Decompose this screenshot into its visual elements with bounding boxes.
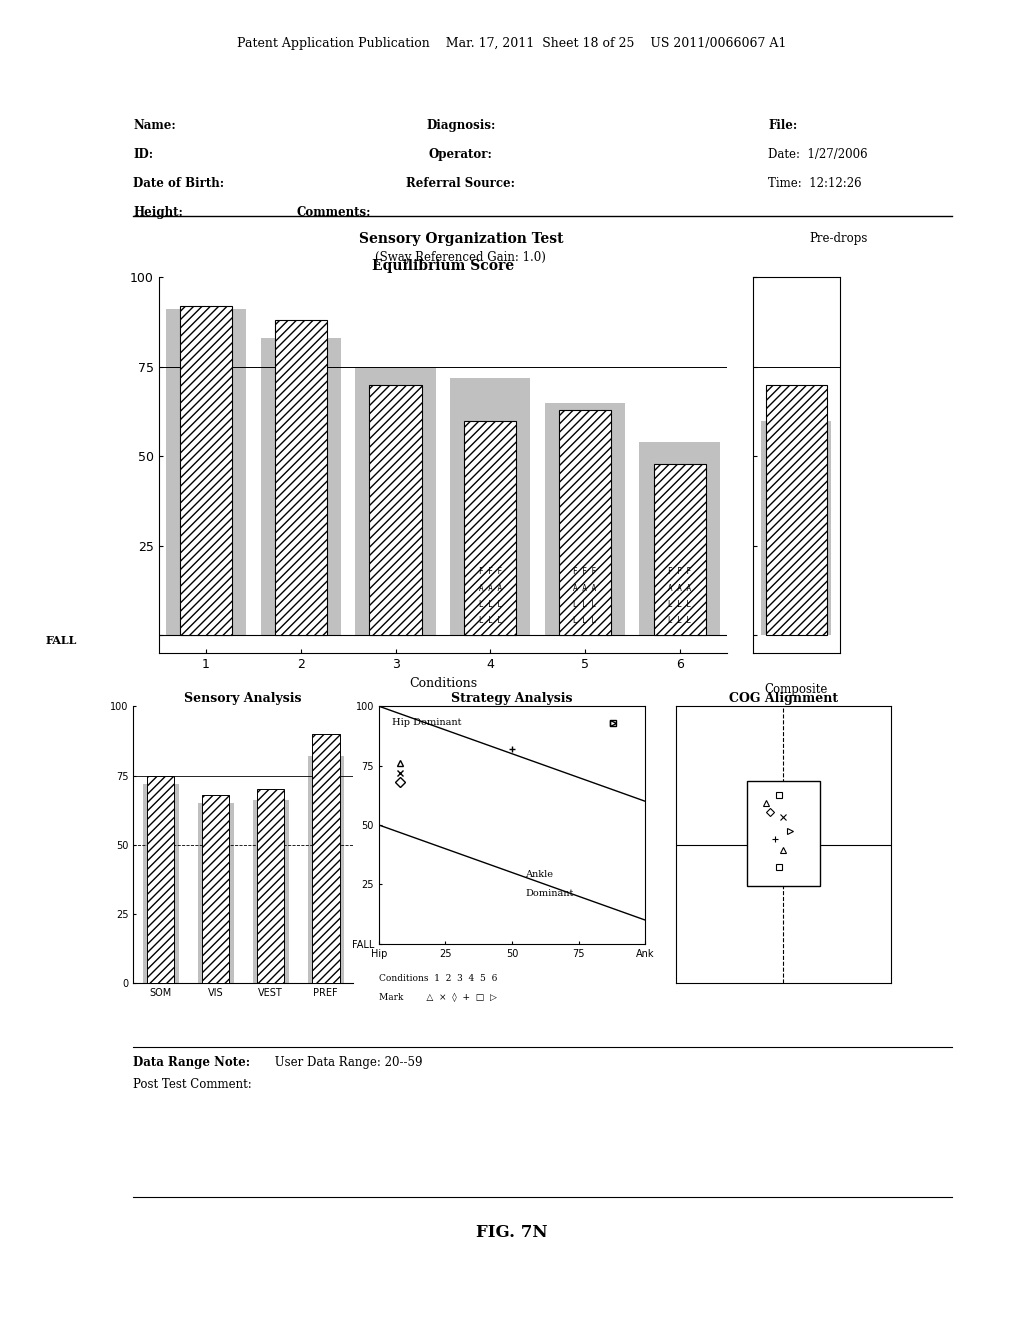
Bar	[450, 378, 530, 635]
Text: Operator:: Operator:	[429, 148, 493, 161]
Bar	[198, 803, 233, 983]
Text: Patent Application Publication    Mar. 17, 2011  Sheet 18 of 25    US 2011/00660: Patent Application Publication Mar. 17, …	[238, 37, 786, 50]
Text: Referral Source:: Referral Source:	[407, 177, 515, 190]
Text: F F F: F F F	[668, 568, 691, 577]
Text: L L L: L L L	[478, 615, 502, 624]
Bar	[355, 367, 436, 635]
Text: 29: 29	[786, 714, 806, 727]
Text: Sensory Organization Test: Sensory Organization Test	[358, 232, 563, 247]
Text: L L L: L L L	[478, 599, 502, 609]
Bar	[257, 789, 285, 983]
Text: Hip Dominant: Hip Dominant	[392, 718, 462, 727]
Text: Name:: Name:	[133, 119, 176, 132]
Title: Strategy Analysis: Strategy Analysis	[452, 692, 572, 705]
Bar	[766, 384, 826, 635]
Text: Comments:: Comments:	[297, 206, 372, 219]
Text: Composite: Composite	[765, 684, 827, 697]
Text: Time:  12:12:26: Time: 12:12:26	[768, 177, 861, 190]
Text: (Sway Referenced Gain: 1.0): (Sway Referenced Gain: 1.0)	[376, 251, 546, 264]
Bar	[274, 321, 327, 635]
Text: Data Range Note:: Data Range Note:	[133, 1056, 254, 1069]
Bar	[180, 306, 232, 635]
Text: Height:: Height:	[133, 206, 183, 219]
Title: Sensory Analysis: Sensory Analysis	[184, 692, 302, 705]
Text: Conditions  1  2  3  4  5  6: Conditions 1 2 3 4 5 6	[379, 974, 498, 983]
Text: Dominant: Dominant	[525, 890, 573, 899]
Bar	[559, 409, 611, 635]
Bar	[260, 338, 341, 635]
Bar	[746, 781, 820, 887]
Text: Date:  1/27/2006: Date: 1/27/2006	[768, 148, 867, 161]
Bar	[370, 384, 422, 635]
Text: Diagnosis:: Diagnosis:	[426, 119, 496, 132]
Bar	[166, 309, 247, 635]
Text: FIG. 7N: FIG. 7N	[476, 1224, 548, 1241]
Title: COG Alignment: COG Alignment	[729, 692, 838, 705]
Text: L L L: L L L	[573, 615, 597, 624]
Text: Ankle: Ankle	[525, 870, 553, 879]
Title: Equilibrium Score: Equilibrium Score	[372, 259, 514, 273]
Bar	[146, 776, 174, 983]
Bar	[308, 756, 344, 983]
Text: Date of Birth:: Date of Birth:	[133, 177, 224, 190]
Text: L L L: L L L	[573, 599, 597, 609]
Bar	[142, 784, 178, 983]
Text: F F F: F F F	[573, 568, 597, 577]
Bar	[253, 800, 289, 983]
Text: File:: File:	[768, 119, 798, 132]
Bar	[464, 421, 516, 635]
Bar	[312, 734, 340, 983]
Bar	[761, 421, 830, 635]
Text: A A A: A A A	[478, 583, 502, 593]
Text: Mark        △  ×  ◊  +  □  ▷: Mark △ × ◊ + □ ▷	[379, 993, 497, 1002]
Text: L L L: L L L	[668, 615, 691, 624]
Text: User Data Range: 20--59: User Data Range: 20--59	[271, 1056, 423, 1069]
Text: A A A: A A A	[573, 583, 597, 593]
X-axis label: Conditions: Conditions	[409, 677, 477, 690]
Text: L L L: L L L	[668, 599, 691, 609]
Bar	[639, 442, 720, 635]
Text: ID:: ID:	[133, 148, 154, 161]
Text: Pre-drops: Pre-drops	[809, 232, 867, 246]
Text: A A A: A A A	[668, 583, 691, 593]
Text: Post Test Comment:: Post Test Comment:	[133, 1078, 252, 1092]
Bar	[545, 403, 626, 635]
Text: FALL: FALL	[45, 635, 77, 645]
Text: F F F: F F F	[478, 568, 502, 577]
Bar	[653, 463, 706, 635]
Bar	[202, 795, 229, 983]
